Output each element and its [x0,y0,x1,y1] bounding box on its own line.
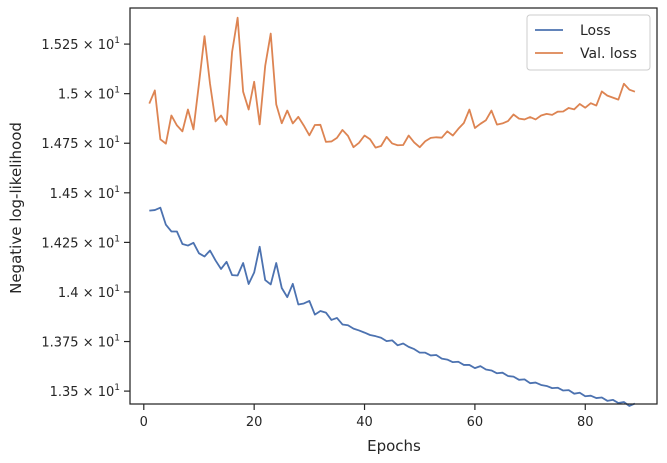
x-axis-label: Epochs [367,437,421,455]
x-tick-label: 60 [467,415,484,430]
x-tick-label: 80 [577,415,594,430]
legend-label-val-loss: Val. loss [580,46,637,62]
legend-box [526,14,651,71]
axes-frame [129,7,658,405]
y-tick-label: 1.375 × 101 [41,334,120,351]
x-tick-label: 20 [246,415,263,430]
y-tick-label: 1.525 × 101 [41,36,120,53]
x-tick-label: 40 [356,415,373,430]
x-axis: 0 20 40 60 80 [140,404,594,430]
y-tick-label: 1.4 × 101 [58,284,120,301]
y-axis-label: Negative log-likelihood [7,122,25,294]
legend: Loss Val. loss [526,14,651,71]
y-tick-label: 1.5 × 101 [58,86,120,103]
plot-area [148,16,636,407]
y-axis: 1.35 × 101 1.375 × 101 1.4 × 101 1.425 × 10… [41,36,130,400]
y-tick-label: 1.45 × 101 [50,185,120,202]
series-line-loss [149,206,636,407]
y-tick-label: 1.425 × 101 [41,234,120,251]
legend-label-loss: Loss [580,23,611,39]
series-line-val-loss [148,16,636,149]
y-tick-label: 1.475 × 101 [41,135,120,152]
x-tick-label: 0 [140,415,148,430]
y-tick-label: 1.35 × 101 [50,383,120,400]
